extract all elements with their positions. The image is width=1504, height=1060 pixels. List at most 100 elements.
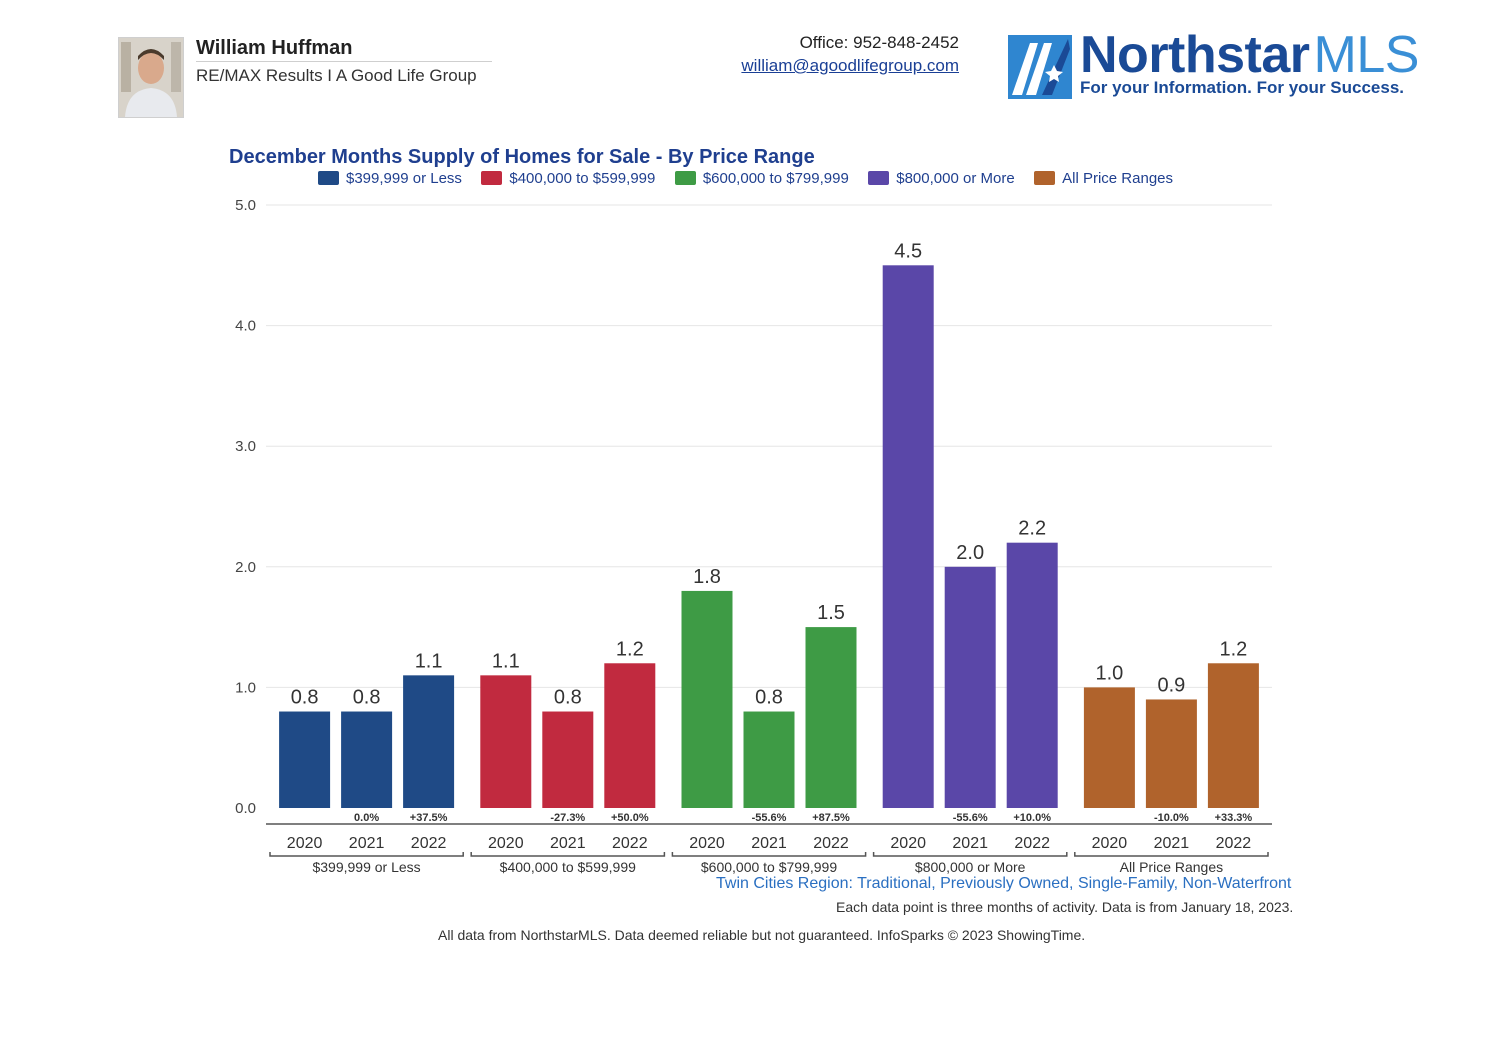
group-label: All Price Ranges (1120, 859, 1224, 875)
bar (1006, 542, 1058, 808)
group-bracket (671, 852, 867, 857)
data-note: Each data point is three months of activ… (836, 899, 1294, 915)
chart-title: December Months Supply of Homes for Sale… (229, 146, 815, 168)
agent-divider (196, 61, 492, 62)
x-tick-label: 2022 (411, 835, 447, 852)
bar (403, 675, 455, 808)
bar-value-label: 0.8 (554, 687, 582, 709)
legend-swatch-all-price-ranges (1034, 171, 1056, 186)
bar (542, 711, 594, 808)
legend-label: All Price Ranges (1062, 170, 1174, 188)
logo-tagline: For your Information. For your Success. (1080, 78, 1404, 97)
bar-value-label: 4.5 (894, 240, 922, 262)
bar-value-label: 1.8 (693, 566, 721, 588)
logo-north: Northstar (1080, 26, 1310, 84)
x-tick-label: 2020 (689, 835, 725, 852)
office-phone: Office: 952-848-2452 (799, 33, 959, 52)
group-label: $800,000 or More (915, 859, 1026, 875)
x-tick-label: 2021 (1154, 835, 1190, 852)
y-tick-label: 5.0 (235, 197, 256, 214)
x-tick-label: 2020 (488, 835, 524, 852)
bar-value-label: 0.8 (353, 687, 381, 709)
group-label: $399,999 or Less (312, 859, 420, 875)
x-tick-label: 2020 (287, 835, 323, 852)
bar (604, 663, 656, 808)
x-tick-label: 2022 (612, 835, 648, 852)
legend-item-all-price-ranges: All Price Ranges (1034, 170, 1173, 187)
bar (944, 566, 996, 808)
group-bracket (470, 852, 666, 857)
x-tick-label: 2022 (1216, 835, 1252, 852)
agent-company: RE/MAX Results I A Good Life Group (196, 66, 477, 85)
agent-name: William Huffman (196, 37, 353, 59)
pct-change-label: -55.6% (752, 812, 787, 824)
x-tick-label: 2020 (890, 835, 926, 852)
x-tick-label: 2020 (1092, 835, 1128, 852)
x-tick-label: 2022 (813, 835, 849, 852)
pct-change-label: -27.3% (550, 812, 585, 824)
legend-swatch-800k-or-more (868, 171, 890, 186)
legend-swatch-400k-599k (481, 171, 503, 186)
pct-change-label: 0.0% (354, 812, 379, 824)
bar-value-label: 0.9 (1157, 674, 1185, 696)
logo-mls: MLS (1313, 26, 1420, 84)
y-tick-label: 3.0 (235, 438, 256, 455)
bar-value-label: 1.5 (817, 602, 845, 624)
disclaimer: All data from NorthstarMLS. Data deemed … (438, 927, 1086, 943)
bar (681, 590, 733, 808)
bar (279, 711, 331, 808)
bar (743, 711, 795, 808)
bar-value-label: 1.1 (415, 650, 443, 672)
y-tick-label: 2.0 (235, 559, 256, 576)
pct-change-label: +37.5% (410, 812, 448, 824)
pct-change-label: +87.5% (812, 812, 850, 824)
legend-item-399k-or-less: $399,999 or Less (318, 170, 462, 187)
bar-value-label: 1.2 (616, 638, 644, 660)
legend-label: $800,000 or More (896, 170, 1015, 188)
pct-change-label: -10.0% (1154, 812, 1189, 824)
y-tick-label: 0.0 (235, 800, 256, 817)
bar-value-label: 1.1 (492, 650, 520, 672)
northstar-logo-text: NorthstarMLS (1080, 25, 1419, 85)
bar-value-label: 2.0 (956, 542, 984, 564)
group-label: $400,000 to $599,999 (500, 859, 636, 875)
bar (882, 265, 934, 808)
x-tick-label: 2021 (751, 835, 787, 852)
x-tick-label: 2022 (1014, 835, 1050, 852)
bar-value-label: 2.2 (1018, 518, 1046, 540)
bar-value-label: 1.2 (1219, 638, 1247, 660)
x-tick-label: 2021 (550, 835, 586, 852)
group-bracket (872, 852, 1068, 857)
legend-swatch-399k-or-less (318, 171, 339, 186)
region-caption: Twin Cities Region: Traditional, Previou… (716, 875, 1292, 892)
y-tick-label: 1.0 (235, 679, 256, 696)
group-bracket (1074, 852, 1269, 857)
legend-item-400k-599k: $400,000 to $599,999 (481, 170, 655, 187)
legend-label: $400,000 to $599,999 (509, 170, 656, 188)
pct-change-label: +50.0% (611, 812, 649, 824)
chart-legend: $399,999 or Less $400,000 to $599,999 $6… (318, 170, 1188, 192)
northstar-logo-icon (1008, 35, 1072, 99)
x-tick-label: 2021 (349, 835, 385, 852)
legend-swatch-600k-799k (674, 171, 696, 186)
y-tick-label: 4.0 (235, 318, 256, 335)
pct-change-label: +33.3% (1215, 812, 1253, 824)
legend-label: $399,999 or Less (346, 170, 462, 188)
bar (480, 675, 532, 808)
bar (805, 627, 857, 808)
pct-change-label: +10.0% (1013, 812, 1051, 824)
bar (341, 711, 393, 808)
bar-value-label: 0.8 (755, 687, 783, 709)
legend-item-600k-799k: $600,000 to $799,999 (674, 170, 849, 188)
pct-change-label: -55.6% (953, 812, 988, 824)
bar (1145, 699, 1197, 808)
bar (1083, 687, 1135, 808)
bar-value-label: 0.8 (291, 687, 319, 709)
bar (1207, 663, 1259, 808)
group-bracket (269, 852, 464, 857)
legend-label: $600,000 to $799,999 (702, 170, 849, 188)
agent-email-link[interactable]: william@agoodlifegroup.com (741, 56, 959, 75)
bar-value-label: 1.0 (1095, 662, 1123, 684)
legend-item-800k-or-more: $800,000 or More (868, 170, 1015, 188)
